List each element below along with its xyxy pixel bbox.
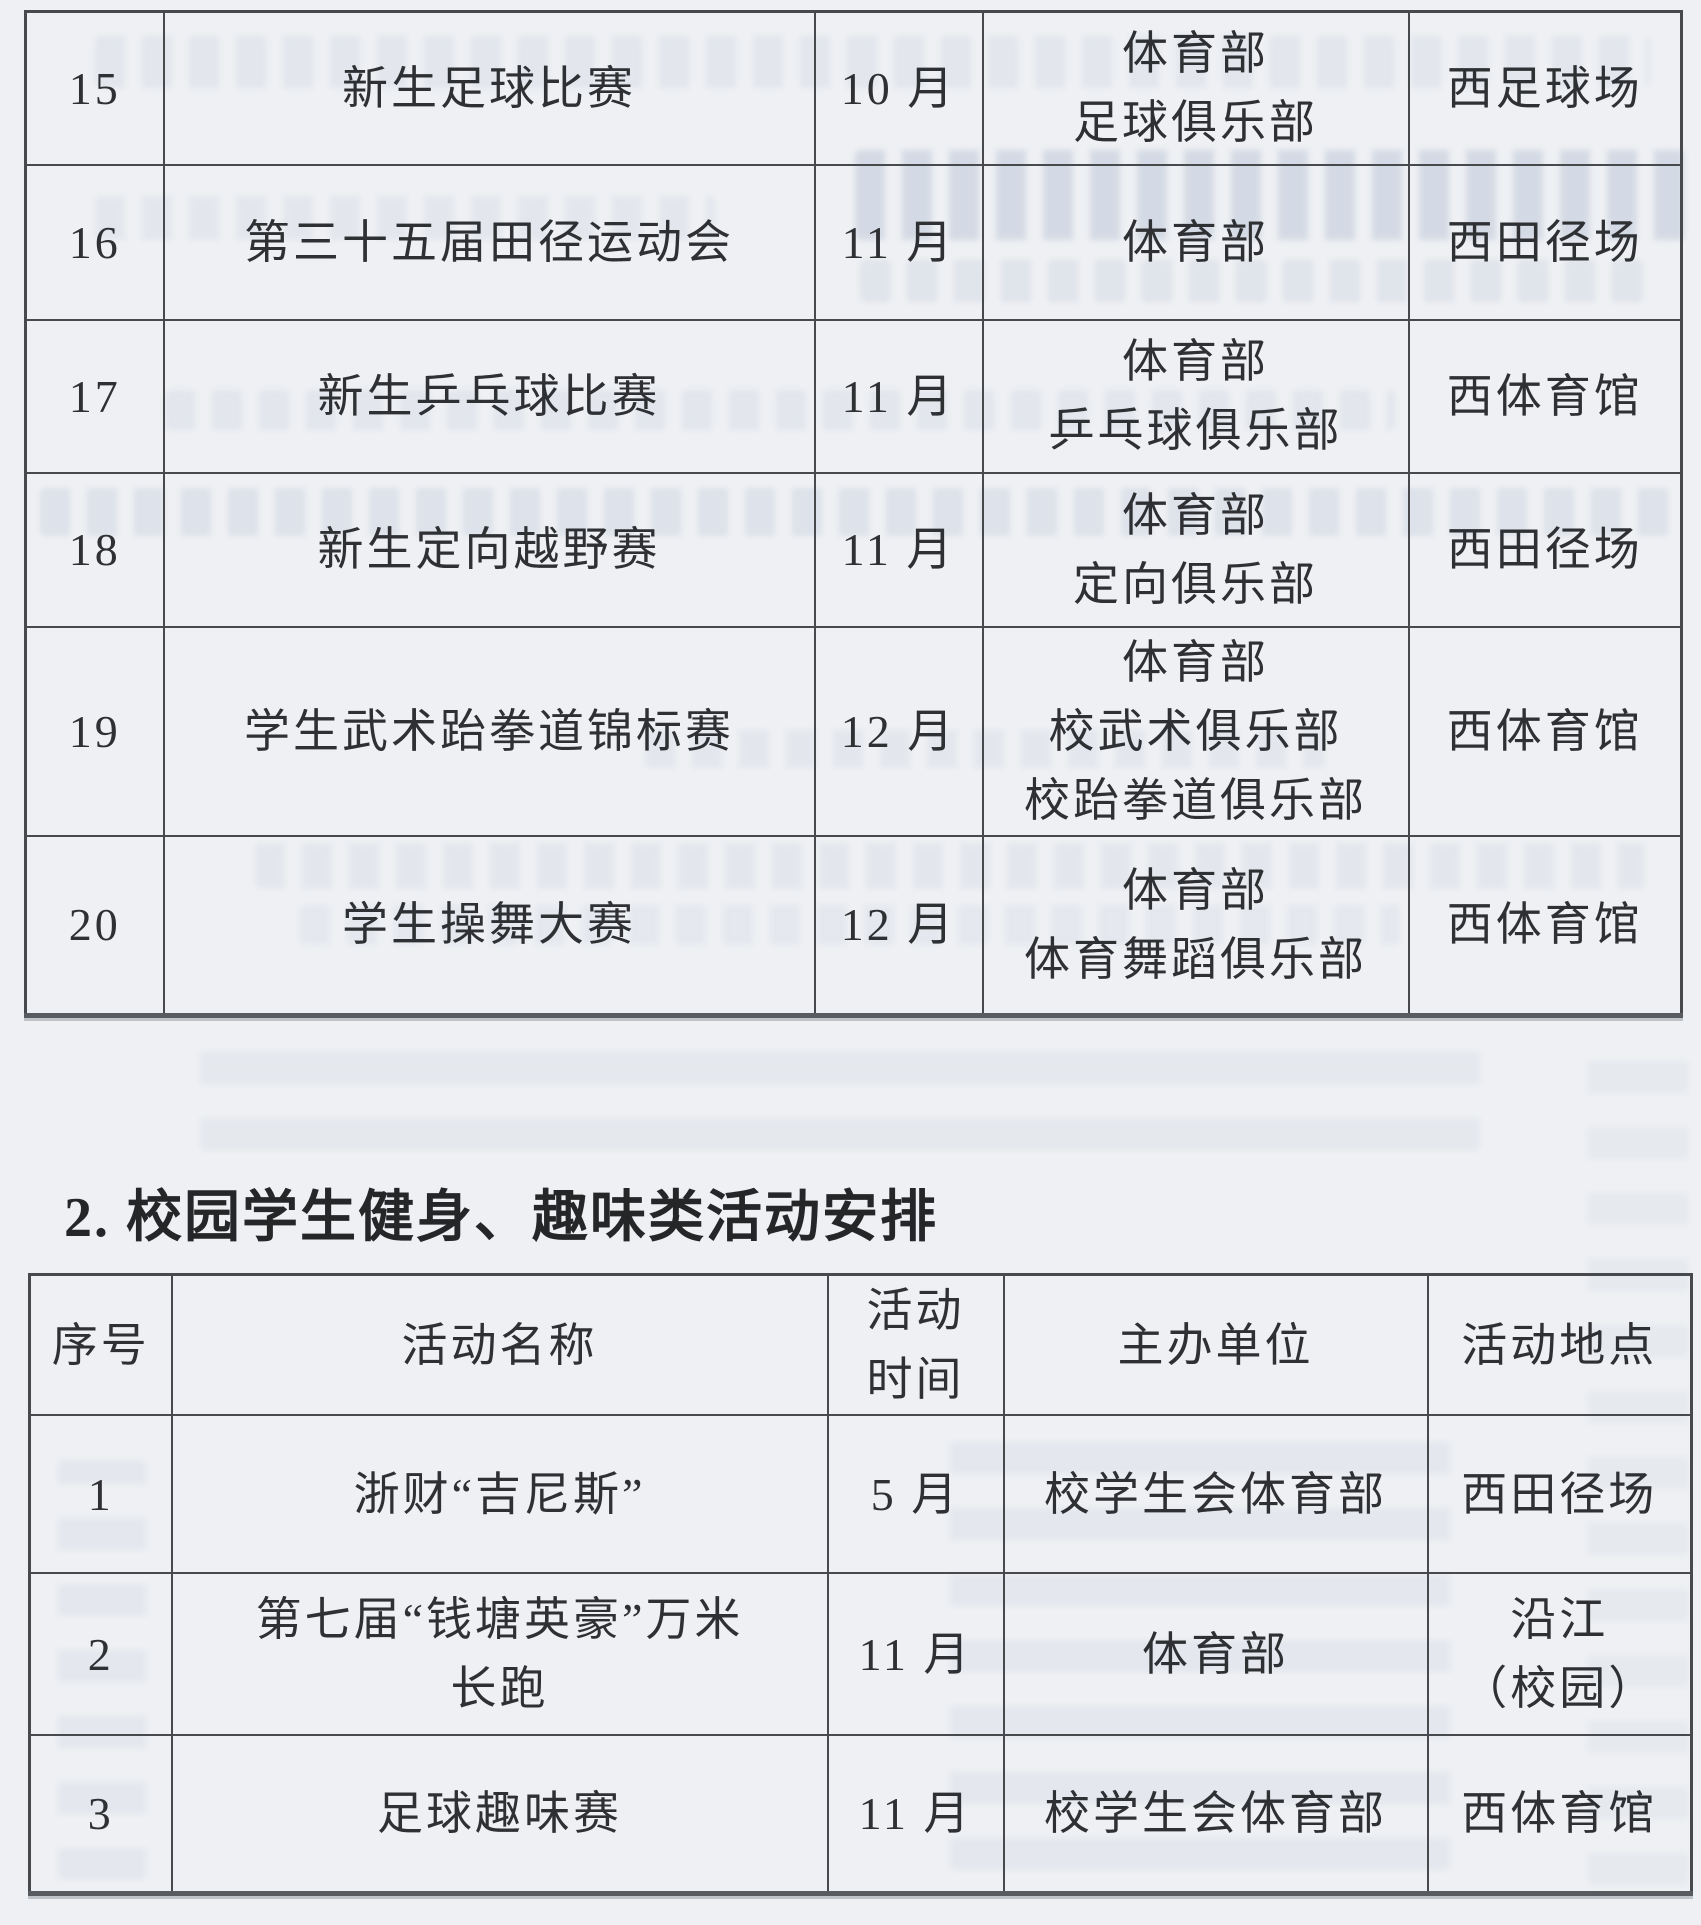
cell-organizer: 体育部 [981,163,1410,321]
cell-organizer: 校学生会体育部 [1002,1414,1429,1574]
scan-artifact [200,1040,1480,1150]
section-2-heading: 2. 校园学生健身、趣味类活动安排 [64,1187,938,1249]
cell-organizer: 校学生会体育部 [1002,1734,1429,1894]
cell-no: 15 [24,10,165,166]
cell-organizer: 体育部 乒乓球俱乐部 [981,318,1410,474]
table-row: 18 新生定向越野赛 11 月 体育部 定向俱乐部 西田径场 [24,471,1683,628]
competition-activities-table: 15 新生足球比赛 10 月 体育部 足球俱乐部 西足球场 16 第三十五届田径… [24,10,1683,1018]
cell-organizer: 体育部 体育舞蹈俱乐部 [981,834,1410,1017]
table-row: 17 新生乒乓球比赛 11 月 体育部 乒乓球俱乐部 西体育馆 [24,318,1683,474]
cell-time: 12 月 [813,834,984,1017]
cell-activity-name: 新生定向越野赛 [162,471,816,628]
cell-no: 19 [24,625,165,837]
table-row: 3 足球趣味赛 11 月 校学生会体育部 西体育馆 [28,1734,1693,1894]
header-activity-name: 活动名称 [170,1273,829,1416]
cell-organizer: 体育部 足球俱乐部 [981,10,1410,166]
cell-time: 11 月 [813,163,984,321]
cell-time: 11 月 [826,1572,1005,1736]
cell-activity-name: 新生乒乓球比赛 [162,318,816,474]
cell-location: 西体育馆 [1426,1734,1693,1894]
header-location: 活动地点 [1426,1273,1693,1416]
cell-activity-name: 浙财“吉尼斯” [170,1414,829,1574]
table-header-row: 序号 活动名称 活动 时间 主办单位 活动地点 [28,1273,1693,1416]
cell-time: 11 月 [813,471,984,628]
cell-location: 西田径场 [1407,471,1683,628]
cell-organizer: 体育部 校武术俱乐部 校跆拳道俱乐部 [981,625,1410,837]
cell-no: 17 [24,318,165,474]
cell-activity-name: 第三十五届田径运动会 [162,163,816,321]
cell-time: 11 月 [826,1734,1005,1894]
fitness-fun-activities-table: 序号 活动名称 活动 时间 主办单位 活动地点 1 浙财“吉尼斯” 5 月 校学… [28,1273,1693,1896]
cell-time: 10 月 [813,10,984,166]
table-row: 20 学生操舞大赛 12 月 体育部 体育舞蹈俱乐部 西体育馆 [24,834,1683,1017]
cell-no: 3 [28,1734,173,1894]
cell-no: 1 [28,1414,173,1574]
cell-organizer: 体育部 定向俱乐部 [981,471,1410,628]
cell-no: 18 [24,471,165,628]
table-row: 19 学生武术跆拳道锦标赛 12 月 体育部 校武术俱乐部 校跆拳道俱乐部 西体… [24,625,1683,837]
cell-location: 西田径场 [1407,163,1683,321]
cell-time: 5 月 [826,1414,1005,1574]
cell-activity-name: 学生武术跆拳道锦标赛 [162,625,816,837]
cell-time: 12 月 [813,625,984,837]
cell-activity-name: 第七届“钱塘英豪”万米 长跑 [170,1572,829,1736]
cell-activity-name: 新生足球比赛 [162,10,816,166]
cell-no: 20 [24,834,165,1017]
table-row: 1 浙财“吉尼斯” 5 月 校学生会体育部 西田径场 [28,1414,1693,1574]
header-organizer: 主办单位 [1002,1273,1429,1416]
cell-organizer: 体育部 [1002,1572,1429,1736]
cell-no: 16 [24,163,165,321]
header-no: 序号 [28,1273,173,1416]
table-row: 16 第三十五届田径运动会 11 月 体育部 西田径场 [24,163,1683,321]
cell-location: 西体育馆 [1407,625,1683,837]
table-row: 2 第七届“钱塘英豪”万米 长跑 11 月 体育部 沿江 （校园） [28,1572,1693,1736]
cell-location: 西体育馆 [1407,834,1683,1017]
cell-activity-name: 足球趣味赛 [170,1734,829,1894]
cell-no: 2 [28,1572,173,1736]
table-row: 15 新生足球比赛 10 月 体育部 足球俱乐部 西足球场 [24,10,1683,166]
cell-activity-name: 学生操舞大赛 [162,834,816,1017]
cell-location: 沿江 （校园） [1426,1572,1693,1736]
cell-location: 西田径场 [1426,1414,1693,1574]
cell-location: 西足球场 [1407,10,1683,166]
header-time: 活动 时间 [826,1273,1005,1416]
cell-time: 11 月 [813,318,984,474]
cell-location: 西体育馆 [1407,318,1683,474]
